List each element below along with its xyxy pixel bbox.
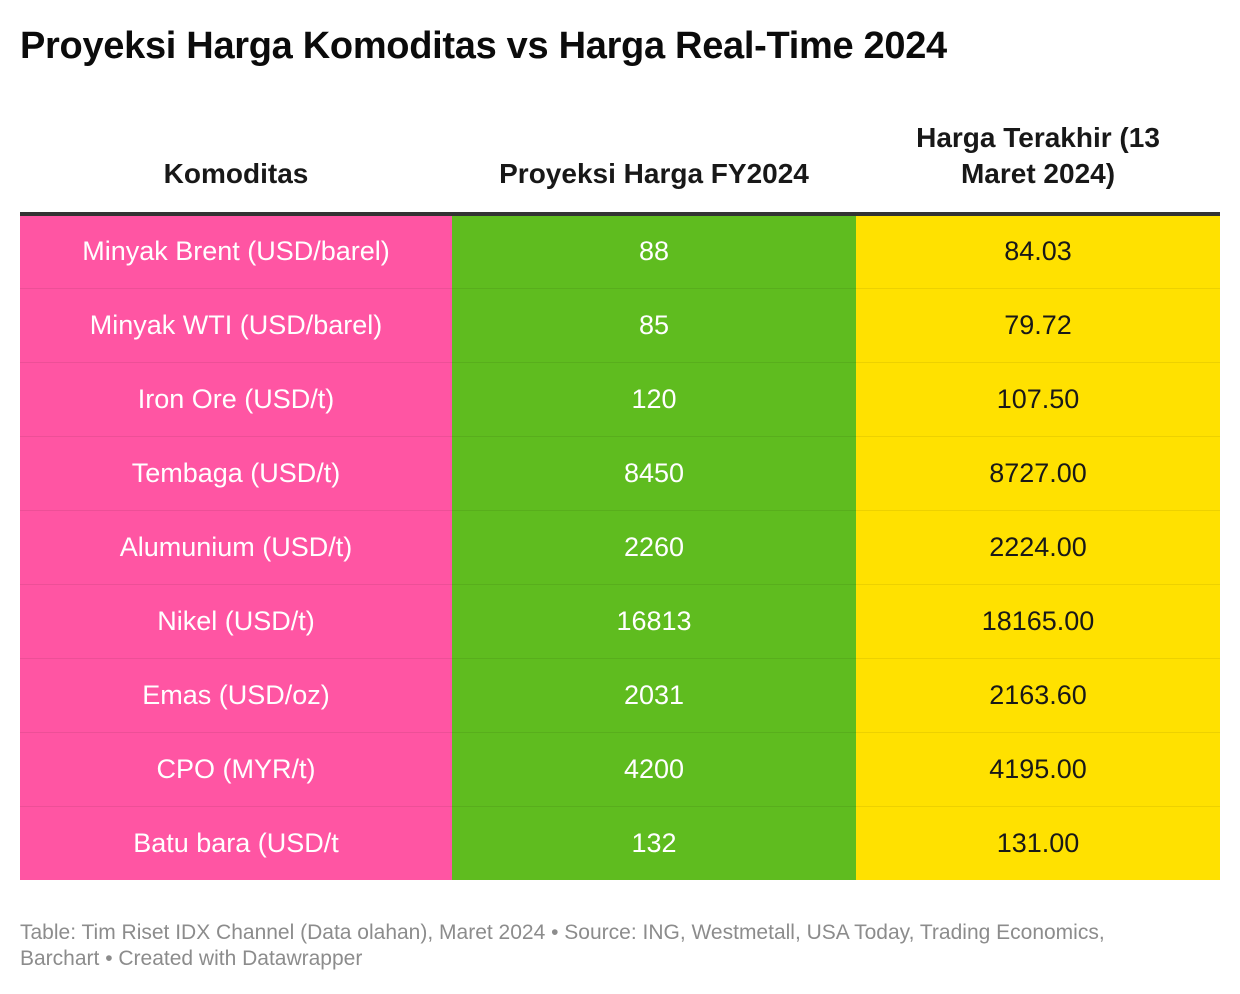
harga-terakhir-cell: 18165.00 bbox=[856, 584, 1220, 659]
harga-terakhir-cell: 79.72 bbox=[856, 288, 1220, 363]
komoditas-cell: Batu bara (USD/t bbox=[20, 806, 452, 880]
proyeksi-cell: 4200 bbox=[452, 732, 856, 807]
proyeksi-cell: 132 bbox=[452, 806, 856, 880]
harga-terakhir-cell: 84.03 bbox=[856, 214, 1220, 289]
chart-title: Proyeksi Harga Komoditas vs Harga Real-T… bbox=[20, 25, 947, 67]
column-header-komoditas[interactable]: Komoditas bbox=[20, 120, 452, 216]
table-row: Nikel (USD/t) 16813 18165.00 bbox=[20, 584, 1220, 659]
proyeksi-cell: 2260 bbox=[452, 510, 856, 585]
column-header-proyeksi[interactable]: Proyeksi Harga FY2024 bbox=[452, 120, 856, 216]
harga-terakhir-cell: 2163.60 bbox=[856, 658, 1220, 733]
source-note: Table: Tim Riset IDX Channel (Data olaha… bbox=[20, 921, 1105, 970]
table-row: Iron Ore (USD/t) 120 107.50 bbox=[20, 362, 1220, 437]
column-header-harga-terakhir[interactable]: Harga Terakhir (13 Maret 2024) bbox=[856, 120, 1220, 216]
harga-terakhir-cell: 2224.00 bbox=[856, 510, 1220, 585]
table-row: Tembaga (USD/t) 8450 8727.00 bbox=[20, 436, 1220, 511]
table-row: Minyak WTI (USD/barel) 85 79.72 bbox=[20, 288, 1220, 363]
table-row: CPO (MYR/t) 4200 4195.00 bbox=[20, 732, 1220, 807]
table-row: Minyak Brent (USD/barel) 88 84.03 bbox=[20, 214, 1220, 289]
table-header-row: Komoditas Proyeksi Harga FY2024 Harga Te… bbox=[20, 120, 1220, 216]
table-row: Alumunium (USD/t) 2260 2224.00 bbox=[20, 510, 1220, 585]
proyeksi-cell: 8450 bbox=[452, 436, 856, 511]
proyeksi-cell: 2031 bbox=[452, 658, 856, 733]
harga-terakhir-cell: 107.50 bbox=[856, 362, 1220, 437]
table-row: Batu bara (USD/t 132 131.00 bbox=[20, 806, 1220, 880]
harga-terakhir-cell: 131.00 bbox=[856, 806, 1220, 880]
komoditas-cell: CPO (MYR/t) bbox=[20, 732, 452, 807]
komoditas-cell: Minyak WTI (USD/barel) bbox=[20, 288, 452, 363]
komoditas-cell: Minyak Brent (USD/barel) bbox=[20, 214, 452, 289]
komoditas-cell: Alumunium (USD/t) bbox=[20, 510, 452, 585]
harga-terakhir-cell: 4195.00 bbox=[856, 732, 1220, 807]
commodity-table: Komoditas Proyeksi Harga FY2024 Harga Te… bbox=[20, 120, 1220, 880]
proyeksi-cell: 16813 bbox=[452, 584, 856, 659]
komoditas-cell: Emas (USD/oz) bbox=[20, 658, 452, 733]
komoditas-cell: Iron Ore (USD/t) bbox=[20, 362, 452, 437]
table-row: Emas (USD/oz) 2031 2163.60 bbox=[20, 658, 1220, 733]
proyeksi-cell: 88 bbox=[452, 214, 856, 289]
komoditas-cell: Tembaga (USD/t) bbox=[20, 436, 452, 511]
harga-terakhir-cell: 8727.00 bbox=[856, 436, 1220, 511]
proyeksi-cell: 120 bbox=[452, 362, 856, 437]
komoditas-cell: Nikel (USD/t) bbox=[20, 584, 452, 659]
proyeksi-cell: 85 bbox=[452, 288, 856, 363]
